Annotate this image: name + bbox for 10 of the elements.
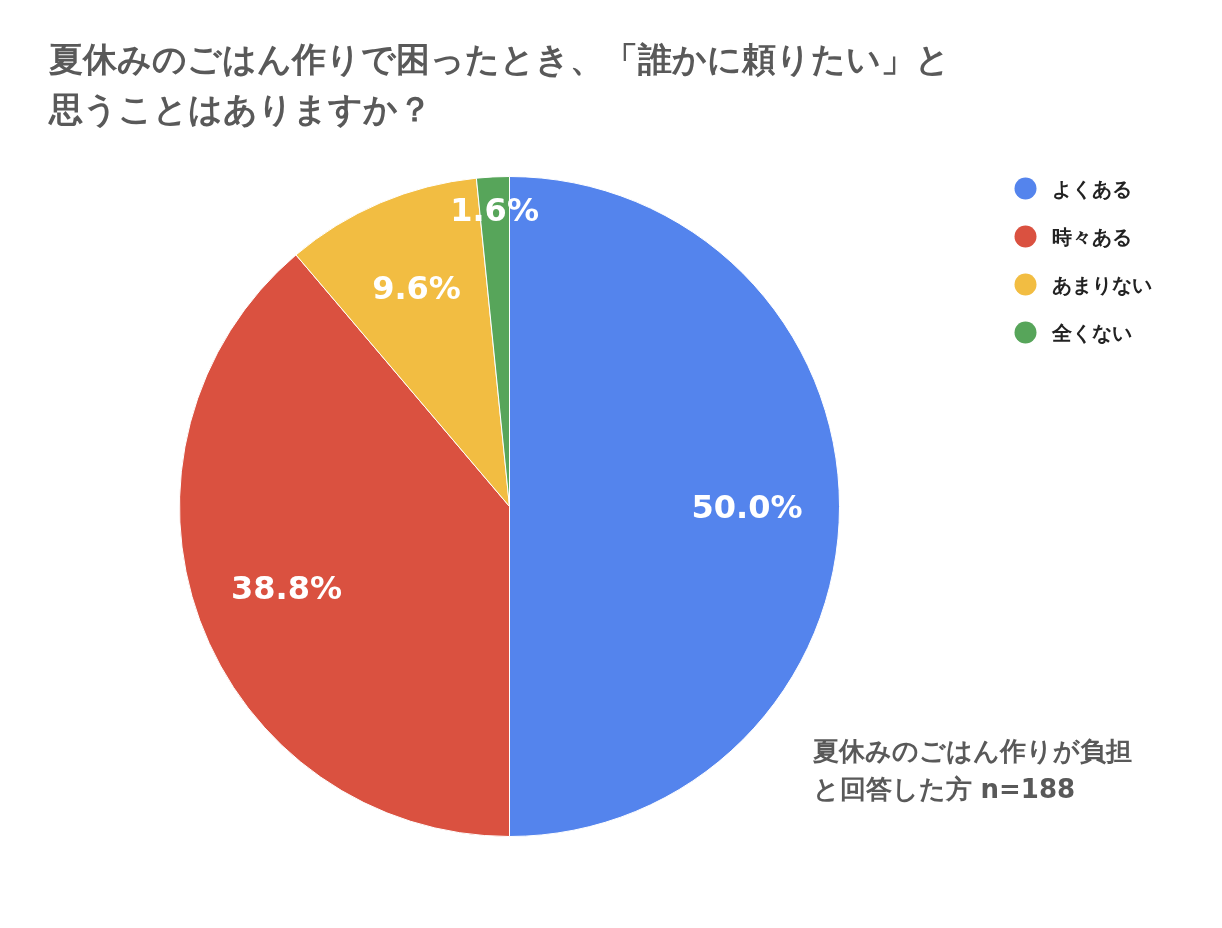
data-label: 38.8%	[230, 569, 342, 608]
legend-label: あまりない	[1051, 272, 1152, 297]
chart-title: 夏休みのごはん作りで困ったとき、「誰かに頼りたい」と思うことはありますか？	[46, 38, 950, 129]
data-label: 1.6%	[450, 190, 539, 229]
legend-label: よくある	[1051, 176, 1132, 201]
data-label: 9.6%	[372, 268, 461, 307]
legend-label: 全くない	[1050, 320, 1132, 345]
legend-label: 時々ある	[1051, 224, 1132, 249]
text: 夏休みのごはん作りが負担と回答した方 n=188	[811, 735, 1132, 804]
data-label: 50.0%	[691, 487, 803, 526]
